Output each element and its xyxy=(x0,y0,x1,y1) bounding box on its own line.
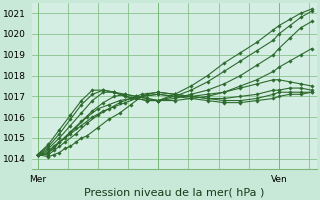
X-axis label: Pression niveau de la mer( hPa ): Pression niveau de la mer( hPa ) xyxy=(84,187,265,197)
